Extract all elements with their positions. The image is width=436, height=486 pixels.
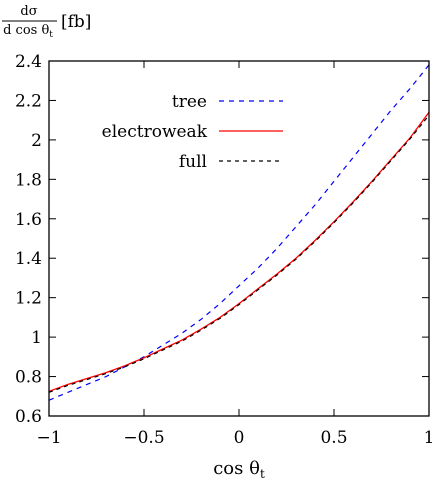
legend-label-full: full — [179, 152, 207, 172]
y-label-unit: [fb] — [61, 12, 91, 32]
x-tick-label: −1 — [36, 428, 61, 448]
y-tick-label: 2.2 — [15, 91, 42, 111]
y-tick-label: 0.6 — [15, 407, 42, 427]
series-line-tree — [48, 64, 430, 401]
y-label-numerator: dσ — [20, 4, 37, 19]
legend: tree electroweak full — [102, 92, 283, 172]
y-tick-label: 0.8 — [15, 368, 42, 388]
x-axis-label: cos θt — [213, 458, 265, 481]
series-line-electroweak — [48, 111, 430, 392]
y-label-denominator: d cos θt — [3, 23, 53, 40]
x-tick-label: 0.5 — [320, 428, 347, 448]
y-tick-label: 1.6 — [15, 210, 42, 230]
y-ticks: 0.6 0.8 1 1.2 1.4 1.6 1.8 2 2.2 2.4 — [15, 52, 429, 427]
x-tick-label: 1 — [424, 428, 435, 448]
y-tick-label: 1.4 — [15, 249, 42, 269]
y-tick-label: 1.2 — [15, 289, 42, 309]
legend-label-tree: tree — [172, 92, 207, 112]
y-tick-label: 1 — [31, 328, 42, 348]
x-ticks: −1 −0.5 0 0.5 1 — [36, 61, 434, 448]
series-line-full — [48, 114, 430, 393]
series-layer — [48, 64, 430, 401]
legend-label-electroweak: electroweak — [102, 122, 208, 142]
y-tick-label: 1.8 — [15, 170, 42, 190]
x-tick-label: 0 — [234, 428, 245, 448]
y-tick-label: 2 — [31, 131, 42, 151]
y-tick-label: 2.4 — [15, 52, 42, 72]
plot-frame — [48, 60, 430, 417]
x-tick-label: −0.5 — [123, 428, 164, 448]
y-axis-label: dσ d cos θt [fb] — [2, 4, 91, 40]
